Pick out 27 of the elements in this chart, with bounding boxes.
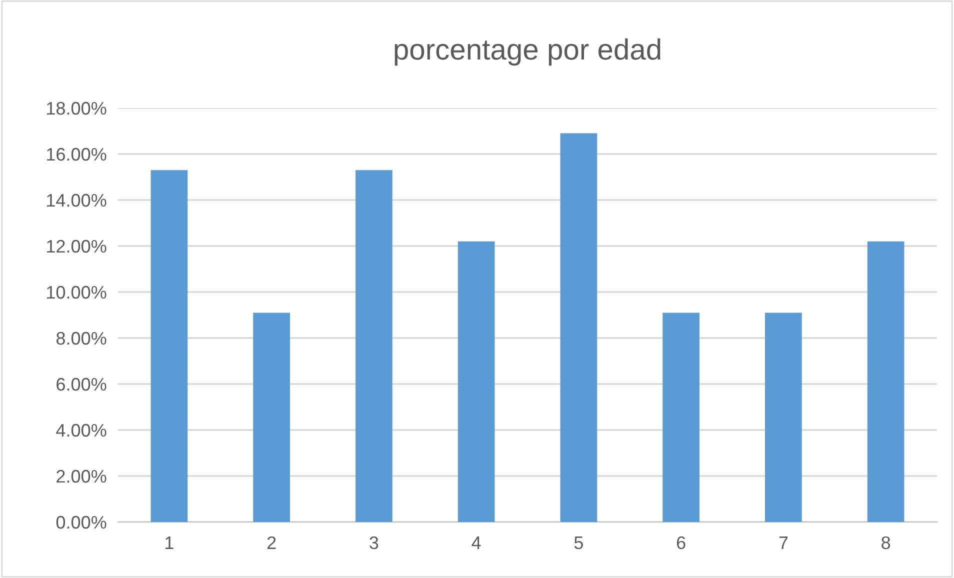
y-tick-label: 6.00%	[56, 378, 106, 391]
x-tick-label: 6	[676, 536, 686, 550]
y-tick-label: 4.00%	[56, 424, 106, 437]
bar	[150, 170, 188, 522]
y-tick-label: 18.00%	[47, 102, 106, 115]
y-tick-label: 0.00%	[56, 516, 106, 529]
bar	[662, 312, 700, 522]
bar	[458, 241, 495, 522]
x-tick-label: 7	[779, 536, 788, 549]
x-tick-label: 8	[882, 536, 890, 550]
bar	[560, 133, 598, 522]
y-tick-label: 10.00%	[47, 286, 106, 299]
x-tick-label: 4	[472, 536, 481, 549]
bar	[867, 241, 904, 522]
y-tick-label: 14.00%	[47, 194, 106, 207]
bar	[253, 312, 290, 522]
chart-title: porcentage por edad	[394, 38, 660, 66]
x-tick-label: 2	[267, 536, 276, 549]
y-tick-label: 8.00%	[56, 332, 106, 345]
x-tick-label: 1	[166, 536, 174, 549]
y-tick-label: 12.00%	[47, 240, 106, 253]
y-tick-label: 2.00%	[56, 470, 106, 483]
bar	[765, 312, 802, 522]
x-tick-label: 5	[574, 536, 583, 550]
y-tick-label: 16.00%	[47, 148, 106, 161]
x-tick-label: 3	[370, 536, 378, 550]
bar	[356, 170, 392, 522]
